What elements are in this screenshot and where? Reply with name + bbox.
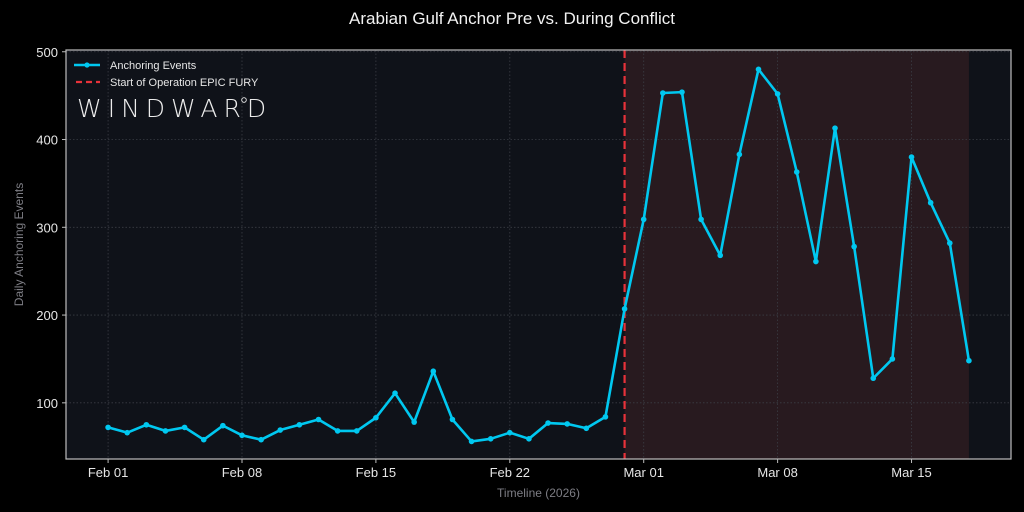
data-point <box>105 424 111 431</box>
data-point <box>162 428 169 434</box>
data-point <box>602 414 609 420</box>
data-point <box>392 390 398 396</box>
x-axis: Feb 01 Feb 08 Feb 15 Feb 22 Mar 01 Mar 08 Mar … <box>88 459 932 480</box>
data-point <box>908 154 915 160</box>
data-point <box>755 66 762 73</box>
x-tick-label: Mar 15 <box>891 465 931 480</box>
data-point <box>507 429 513 436</box>
data-point <box>545 420 551 426</box>
data-point <box>774 91 781 97</box>
data-point <box>411 419 417 425</box>
data-point <box>124 429 131 436</box>
data-point <box>851 243 857 250</box>
y-tick-label: 200 <box>36 308 58 323</box>
data-point <box>353 428 360 434</box>
data-point-markers <box>105 66 972 445</box>
data-point <box>832 125 838 131</box>
x-tick-label: Feb 08 <box>222 465 262 480</box>
data-point <box>966 357 972 364</box>
legend-item-anchoring-events: Anchoring Events <box>74 60 197 72</box>
data-point <box>277 427 284 433</box>
legend-label: Anchoring Events <box>110 60 197 72</box>
y-tick-label: 400 <box>36 133 58 148</box>
y-tick-label: 300 <box>36 220 58 235</box>
data-point <box>220 422 226 429</box>
data-point <box>468 438 475 445</box>
x-tick-label: Feb 01 <box>88 465 128 480</box>
y-tick-label: 500 <box>36 45 58 60</box>
y-axis: 100 200 300 400 500 <box>36 45 66 411</box>
x-tick-label: Feb 22 <box>490 465 530 480</box>
data-point <box>200 436 207 443</box>
legend: Anchoring Events Start of Operation EPIC… <box>74 60 259 89</box>
plot-frame <box>65 49 1012 460</box>
data-point <box>373 414 379 421</box>
legend-item-operation-start: Start of Operation EPIC FURY <box>76 77 259 89</box>
data-point <box>296 421 303 428</box>
data-point <box>526 436 532 442</box>
data-point <box>449 416 456 423</box>
data-point <box>927 199 934 206</box>
data-point <box>813 258 819 265</box>
y-tick-label: 100 <box>36 396 58 411</box>
data-point <box>430 368 437 375</box>
data-point <box>583 425 590 432</box>
data-point <box>564 421 570 427</box>
data-point <box>736 151 743 158</box>
conflict-shaded-region <box>624 50 969 459</box>
data-point <box>679 89 685 95</box>
data-point <box>334 428 341 434</box>
grid-lines <box>66 50 1011 459</box>
legend-label: Start of Operation EPIC FURY <box>110 77 259 89</box>
data-point <box>640 216 647 223</box>
data-point <box>621 306 628 312</box>
data-point <box>143 421 150 428</box>
x-tick-label: Feb 15 <box>356 465 396 480</box>
data-point <box>889 356 896 362</box>
marker-dot-icon <box>84 62 90 68</box>
logo-degree-icon <box>241 97 247 103</box>
y-axis-label: Daily Anchoring Events <box>12 183 26 306</box>
data-point <box>315 416 322 423</box>
data-point <box>793 169 800 175</box>
data-point <box>870 375 877 382</box>
chart-title: Arabian Gulf Anchor Pre vs. During Confl… <box>349 9 675 28</box>
data-point <box>258 436 264 443</box>
data-point <box>487 436 494 442</box>
x-tick-label: Mar 08 <box>757 465 797 480</box>
data-point <box>717 252 724 259</box>
data-point <box>698 216 704 223</box>
series-line-anchoring-events <box>107 68 971 443</box>
x-tick-label: Mar 01 <box>623 465 663 480</box>
data-point <box>946 240 953 246</box>
data-point <box>239 432 245 439</box>
x-axis-label: Timeline (2026) <box>497 486 580 500</box>
logo-wordmark: WINDWARD <box>77 94 272 123</box>
data-point <box>660 90 666 96</box>
data-point <box>181 424 188 431</box>
windward-logo: WINDWARD <box>77 94 272 123</box>
